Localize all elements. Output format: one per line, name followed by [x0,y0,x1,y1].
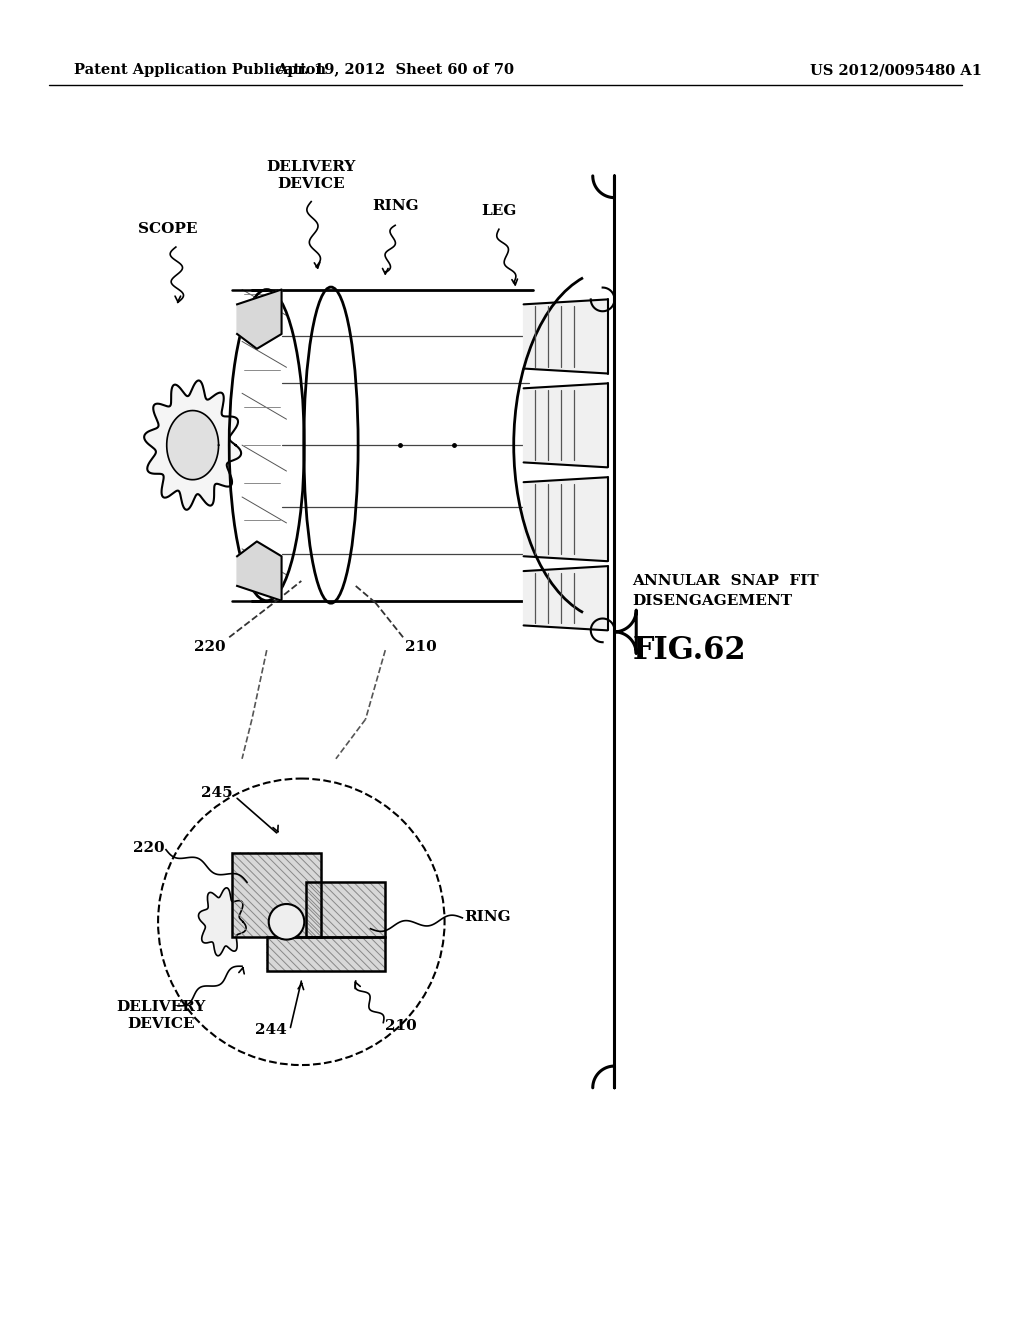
Text: 244: 244 [255,1023,287,1038]
Bar [306,882,385,937]
Polygon shape [306,882,385,937]
Bar [266,937,385,972]
Text: 245: 245 [201,787,232,800]
Text: DELIVERY: DELIVERY [117,999,206,1014]
Text: DEVICE: DEVICE [127,1016,195,1031]
Polygon shape [199,888,246,956]
Polygon shape [523,478,607,561]
Text: SCOPE: SCOPE [138,222,198,236]
Polygon shape [266,937,385,972]
Text: DELIVERY: DELIVERY [266,160,356,174]
Text: FIG.62: FIG.62 [632,635,745,665]
Polygon shape [523,566,607,631]
Text: RING: RING [372,199,419,214]
Text: Patent Application Publication: Patent Application Publication [74,63,326,77]
Text: 220: 220 [133,841,165,855]
Polygon shape [523,383,607,467]
Polygon shape [238,289,282,348]
Text: RING: RING [464,909,511,924]
Text: Apr. 19, 2012  Sheet 60 of 70: Apr. 19, 2012 Sheet 60 of 70 [276,63,514,77]
Bar [232,853,322,937]
Text: 220: 220 [194,640,225,655]
Polygon shape [232,853,322,937]
Text: DEVICE: DEVICE [278,177,345,191]
Polygon shape [167,411,218,479]
Text: 210: 210 [385,1019,417,1032]
Text: ANNULAR  SNAP  FIT
DISENGAGEMENT: ANNULAR SNAP FIT DISENGAGEMENT [632,574,819,607]
Polygon shape [523,300,607,374]
Polygon shape [144,380,241,510]
Text: US 2012/0095480 A1: US 2012/0095480 A1 [810,63,982,77]
Text: LEG: LEG [481,205,516,218]
Circle shape [268,904,304,940]
Text: 210: 210 [406,640,437,655]
Polygon shape [238,541,282,601]
